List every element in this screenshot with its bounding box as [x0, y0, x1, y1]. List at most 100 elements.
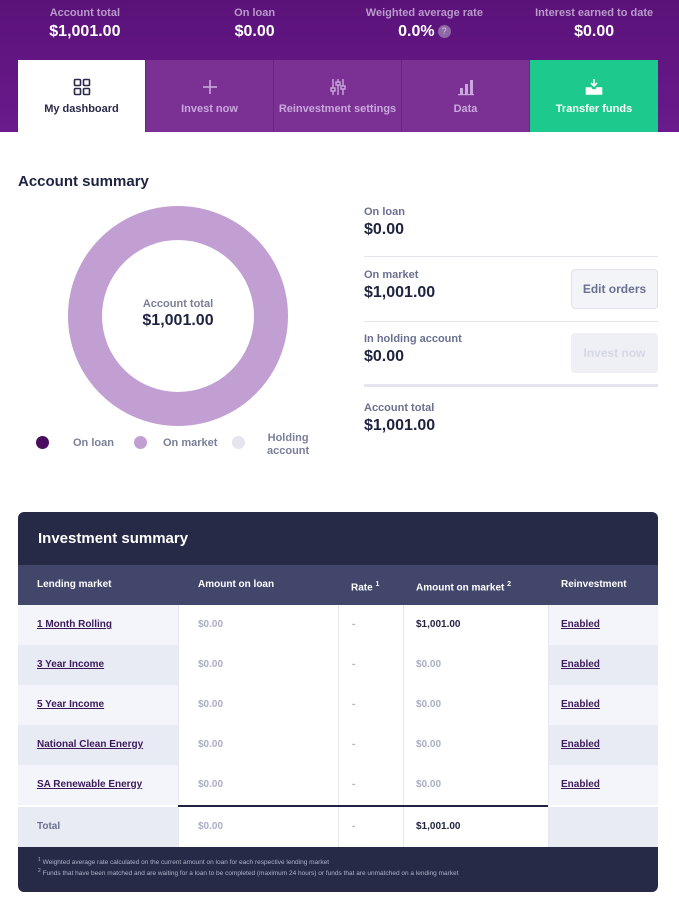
market-link-5-year-income[interactable]: 5 Year Income: [37, 699, 105, 710]
row-value: $0.00: [364, 221, 405, 238]
reinvestment-link[interactable]: Enabled: [561, 699, 600, 710]
market-link-sa-renewable-energy[interactable]: SA Renewable Energy: [37, 779, 143, 790]
footnote-mark: 2: [507, 581, 512, 588]
cell-on-loan: $0.00: [178, 725, 338, 765]
stat-label: Weighted average rate: [365, 7, 483, 19]
header-amount-on-market: Amount on market 2: [416, 565, 511, 605]
row-label: On loan: [364, 206, 405, 218]
stat-label: Account total: [49, 7, 121, 19]
row-value: $1,001.00: [364, 417, 436, 434]
row-value: $0.00: [364, 348, 405, 365]
cell-reinvestment: Enabled: [548, 645, 658, 685]
reinvestment-link[interactable]: Enabled: [561, 779, 600, 790]
stat-value: $0.00: [234, 23, 275, 40]
tab-label: Reinvestment settings: [278, 103, 397, 115]
legend-on-loan: On loan: [36, 432, 114, 450]
tab-label: Data: [453, 103, 478, 115]
cell-rate: -: [338, 685, 403, 725]
account-stats-bar: Account total $1,001.00 On loan $0.00 We…: [0, 0, 679, 56]
cell-market: National Clean Energy: [18, 725, 178, 765]
market-link-1-month-rolling[interactable]: 1 Month Rolling: [37, 619, 112, 630]
cell-reinvestment: Enabled: [548, 765, 658, 805]
plus-icon: [200, 77, 220, 97]
bar-chart-icon: [456, 77, 476, 97]
legend-dot-holding: [232, 436, 245, 449]
sliders-icon: [328, 77, 348, 97]
legend-label: On market: [163, 437, 218, 449]
table-header: Lending market Amount on loan Rate 1 Amo…: [18, 565, 658, 605]
stat-label: Interest earned to date: [535, 7, 654, 19]
cell-on-market: $0.00: [403, 645, 548, 685]
row-account-total: Account total $1,001.00: [364, 387, 658, 447]
cell-rate: -: [338, 645, 403, 685]
help-icon[interactable]: ?: [437, 25, 451, 38]
column-divider: [338, 605, 339, 847]
cell-on-market: $1,001.00: [403, 605, 548, 645]
market-link-national-clean-energy[interactable]: National Clean Energy: [37, 739, 144, 750]
stat-value: $0.00: [574, 23, 615, 40]
investment-summary-title: Investment summary: [38, 530, 189, 547]
table-total-row: Total $0.00 - $1,001.00: [18, 807, 658, 847]
invest-now-button[interactable]: Invest now: [571, 333, 658, 373]
stat-value: $1,001.00: [49, 23, 121, 40]
tab-label: Invest now: [181, 103, 238, 115]
column-divider: [548, 605, 549, 847]
tab-transfer-funds[interactable]: Transfer funds: [530, 60, 658, 132]
row-holding-account: In holding account $0.00 Invest now: [364, 322, 658, 387]
donut-svg: [68, 206, 288, 426]
cell-on-market: $0.00: [403, 725, 548, 765]
row-label: In holding account: [364, 333, 462, 345]
reinvestment-link[interactable]: Enabled: [561, 739, 600, 750]
header-reinvestment: Reinvestment: [561, 579, 627, 590]
table-footnotes: 1 Weighted average rate calculated on th…: [38, 856, 648, 878]
footnote-text: Weighted average rate calculated on the …: [42, 859, 330, 867]
edit-orders-button[interactable]: Edit orders: [571, 269, 658, 309]
reinvestment-link[interactable]: Enabled: [561, 619, 600, 630]
donut-center-label: Account total: [142, 298, 214, 310]
stat-on-loan: On loan $0.00: [170, 0, 340, 56]
legend-on-market: On market: [134, 432, 217, 450]
cell-rate: -: [338, 605, 403, 645]
header-rate-text: Rate: [351, 582, 373, 594]
donut-legend: On loan On market Holding account: [36, 432, 336, 462]
cell-empty: [548, 807, 658, 847]
cell-rate: -: [338, 765, 403, 805]
header-lending-market: Lending market: [37, 579, 112, 590]
reinvestment-link[interactable]: Enabled: [561, 659, 600, 670]
row-label: On market: [364, 269, 419, 281]
cell-reinvestment: Enabled: [548, 605, 658, 645]
legend-label: Holding account: [267, 432, 309, 458]
column-divider: [178, 605, 179, 847]
cell-market: 5 Year Income: [18, 685, 178, 725]
header-amount-on-loan: Amount on loan: [198, 579, 275, 590]
row-on-market: On market $1,001.00 Edit orders: [364, 257, 658, 322]
market-link-3-year-income[interactable]: 3 Year Income: [37, 659, 105, 670]
table-row: 3 Year Income $0.00 - $0.00 Enabled: [18, 645, 658, 685]
stat-account-total: Account total $1,001.00: [0, 0, 170, 56]
row-value: $1,001.00: [364, 284, 436, 301]
donut-center: Account total $1,001.00: [68, 206, 288, 426]
footnote-text: Funds that have been matched and are wai…: [42, 870, 459, 878]
tab-data[interactable]: Data: [402, 60, 530, 132]
tab-label: Transfer funds: [555, 103, 633, 115]
cell-rate: -: [338, 807, 403, 847]
tab-reinvestment-settings[interactable]: Reinvestment settings: [274, 60, 402, 132]
tab-my-dashboard[interactable]: My dashboard: [18, 60, 146, 132]
column-divider: [403, 605, 404, 847]
tab-invest-now[interactable]: Invest now: [146, 60, 274, 132]
cell-on-market: $1,001.00: [403, 807, 548, 847]
header-amount-on-market-text: Amount on market: [416, 582, 505, 594]
cell-rate: -: [338, 725, 403, 765]
footnote-mark: 2: [38, 868, 41, 875]
main-tabs: My dashboard Invest now Reinvestment set…: [18, 60, 658, 132]
cell-on-market: $0.00: [403, 685, 548, 725]
tab-label: My dashboard: [44, 103, 119, 115]
legend-label: On loan: [73, 437, 114, 449]
donut-center-value: $1,001.00: [142, 312, 214, 329]
cell-on-loan: $0.00: [178, 807, 338, 847]
cell-on-loan: $0.00: [178, 685, 338, 725]
footnote: 2 Funds that have been matched and are w…: [38, 867, 648, 878]
table-row: 1 Month Rolling $0.00 - $1,001.00 Enable…: [18, 605, 658, 645]
stat-interest-earned: Interest earned to date $0.00: [509, 0, 679, 56]
cell-market: 3 Year Income: [18, 645, 178, 685]
